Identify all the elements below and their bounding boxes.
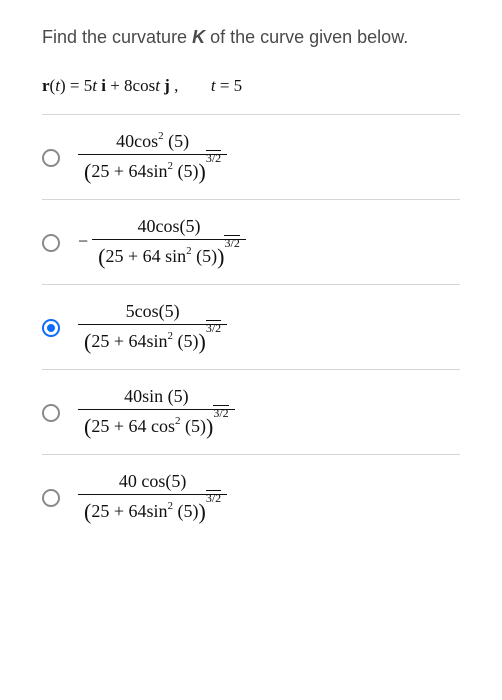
fraction: 40cos2 (5)(25 + 64sin2 (5))3/2	[78, 131, 227, 183]
eq-a: = 5	[66, 76, 93, 95]
answer-expression: −40cos(5)(25 + 64 sin2 (5))3/2	[78, 216, 246, 268]
answer-option[interactable]: 40 cos(5)(25 + 64sin2 (5))3/2	[42, 454, 460, 539]
fraction: 40cos(5)(25 + 64 sin2 (5))3/2	[92, 216, 246, 268]
answer-option[interactable]: 40cos2 (5)(25 + 64sin2 (5))3/2	[42, 114, 460, 199]
eq-comma: ,	[170, 76, 179, 95]
den-inner-a: 25 + 64sin	[91, 161, 167, 181]
options-list: 40cos2 (5)(25 + 64sin2 (5))3/2−40cos(5)(…	[42, 114, 460, 539]
outer-exp: 3/2	[213, 405, 228, 420]
fraction: 5cos(5)(25 + 64sin2 (5))3/2	[78, 301, 227, 353]
num-exp: 2	[158, 130, 164, 142]
radio-button[interactable]	[42, 404, 60, 422]
outer-exp: 3/2	[224, 235, 239, 250]
answer-option[interactable]: −40cos(5)(25 + 64 sin2 (5))3/2	[42, 199, 460, 284]
lparen: (	[84, 329, 91, 354]
outer-exp: 3/2	[206, 150, 221, 165]
outer-exp: 3/2	[206, 320, 221, 335]
lparen: (	[84, 159, 91, 184]
den-inner-arg: (5)	[180, 416, 206, 436]
den-inner-exp: 2	[168, 160, 174, 172]
num-arg: (5)	[164, 131, 190, 151]
rparen: )	[199, 329, 206, 354]
denominator: (25 + 64sin2 (5))3/2	[78, 494, 227, 523]
answer-option[interactable]: 5cos(5)(25 + 64sin2 (5))3/2	[42, 284, 460, 369]
radio-button[interactable]	[42, 149, 60, 167]
numerator: 40cos2 (5)	[110, 131, 195, 154]
equation-line: r(t) = 5t i + 8cost j , t = 5	[42, 76, 460, 96]
fraction: 40sin (5)(25 + 64 cos2 (5))3/2	[78, 386, 235, 438]
den-inner-exp: 2	[168, 500, 174, 512]
lparen: (	[84, 414, 91, 439]
prompt-text-post: of the curve given below.	[205, 27, 408, 47]
question-prompt: Find the curvature K of the curve given …	[42, 24, 460, 52]
den-inner-arg: (5)	[192, 246, 218, 266]
num-func: 40cos	[116, 131, 158, 151]
num-arg: (5)	[179, 216, 200, 236]
eq-t: t	[55, 76, 60, 95]
rparen: )	[199, 159, 206, 184]
den-inner-a: 25 + 64sin	[91, 501, 167, 521]
numerator: 40sin (5)	[118, 386, 195, 409]
num-func: 40sin	[124, 386, 163, 406]
den-inner-arg: (5)	[173, 501, 199, 521]
den-inner-arg: (5)	[173, 161, 199, 181]
prompt-text-pre: Find the curvature	[42, 27, 192, 47]
num-arg: (5)	[163, 386, 189, 406]
num-func: 5cos	[126, 301, 159, 321]
num-func: 40 cos	[119, 471, 166, 491]
den-inner-a: 25 + 64 cos	[91, 416, 175, 436]
outer-exp: 3/2	[206, 490, 221, 505]
fraction: 40 cos(5)(25 + 64sin2 (5))3/2	[78, 471, 227, 523]
eq-j: j	[160, 76, 170, 95]
eq-plus: + 8cos	[106, 76, 155, 95]
denominator: (25 + 64 sin2 (5))3/2	[92, 239, 246, 268]
answer-expression: 5cos(5)(25 + 64sin2 (5))3/2	[78, 301, 227, 353]
lparen: (	[84, 499, 91, 524]
numerator: 40 cos(5)	[113, 471, 193, 494]
numerator: 5cos(5)	[120, 301, 186, 324]
num-func: 40cos	[137, 216, 179, 236]
negative-sign: −	[78, 231, 92, 252]
numerator: 40cos(5)	[131, 216, 206, 239]
question-container: Find the curvature K of the curve given …	[0, 0, 502, 559]
rparen: )	[199, 499, 206, 524]
prompt-var-K: K	[192, 27, 205, 47]
denominator: (25 + 64sin2 (5))3/2	[78, 324, 227, 353]
denominator: (25 + 64sin2 (5))3/2	[78, 154, 227, 183]
den-inner-a: 25 + 64 sin	[105, 246, 186, 266]
eq-i: i	[97, 76, 106, 95]
den-inner-exp: 2	[175, 415, 181, 427]
den-inner-exp: 2	[186, 245, 192, 257]
radio-button[interactable]	[42, 319, 60, 337]
answer-expression: 40sin (5)(25 + 64 cos2 (5))3/2	[78, 386, 235, 438]
lparen: (	[98, 244, 105, 269]
den-inner-arg: (5)	[173, 331, 199, 351]
den-inner-a: 25 + 64sin	[91, 331, 167, 351]
cond-val: = 5	[216, 76, 243, 95]
answer-expression: 40 cos(5)(25 + 64sin2 (5))3/2	[78, 471, 227, 523]
radio-button[interactable]	[42, 489, 60, 507]
answer-option[interactable]: 40sin (5)(25 + 64 cos2 (5))3/2	[42, 369, 460, 454]
num-arg: (5)	[165, 471, 186, 491]
num-arg: (5)	[159, 301, 180, 321]
eq-r: r	[42, 76, 50, 95]
radio-button[interactable]	[42, 234, 60, 252]
denominator: (25 + 64 cos2 (5))3/2	[78, 409, 235, 438]
den-inner-exp: 2	[168, 330, 174, 342]
answer-expression: 40cos2 (5)(25 + 64sin2 (5))3/2	[78, 131, 227, 183]
